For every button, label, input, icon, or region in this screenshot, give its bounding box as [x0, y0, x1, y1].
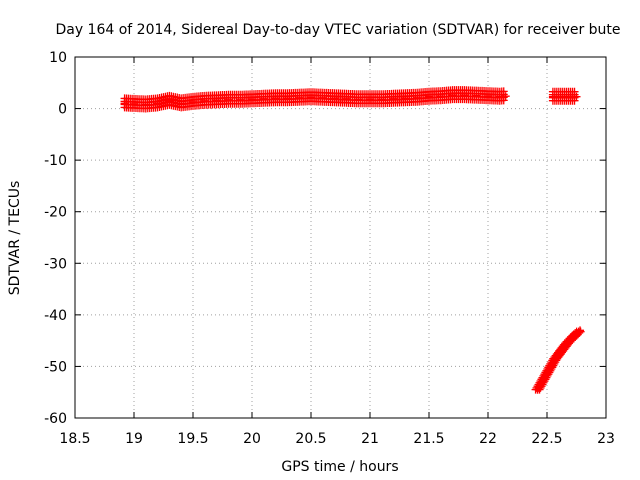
data-point — [551, 354, 560, 363]
y-tick-label: 10 — [49, 50, 67, 66]
y-tick-label: 0 — [58, 102, 67, 118]
data-point — [401, 94, 410, 103]
data-point — [141, 100, 150, 109]
data-point — [413, 93, 422, 102]
data-point — [484, 92, 492, 101]
data-point — [533, 385, 542, 394]
data-point — [177, 99, 186, 108]
grid-lines — [75, 57, 606, 418]
trace-marker — [570, 96, 579, 105]
data-point — [189, 97, 197, 106]
x-tick-label: 22 — [479, 431, 497, 447]
x-tick-label: 23 — [597, 431, 615, 447]
data-point — [354, 95, 363, 104]
x-tick-label: 18.5 — [59, 431, 90, 447]
data-point — [539, 375, 548, 384]
x-tick-label: 19.5 — [177, 431, 208, 447]
data-point — [283, 94, 292, 103]
x-tick-label: 22.5 — [531, 431, 562, 447]
data-point — [307, 93, 315, 102]
data-point — [212, 96, 221, 105]
data-point — [472, 91, 481, 100]
x-axis-label: GPS time / hours — [281, 459, 398, 475]
axis-ticks: 18.5 19 19.5 20 20.5 21 21.5 22 22.5 23 10 0 -10 -20 -… — [44, 50, 615, 447]
y-tick-label: -40 — [44, 308, 67, 324]
data-point — [271, 94, 280, 103]
data-point — [389, 94, 398, 103]
data-point — [130, 99, 138, 108]
data-points — [120, 86, 585, 394]
data-point — [330, 94, 339, 103]
data-point — [236, 95, 245, 104]
data-point — [501, 92, 510, 101]
y-tick-label: -50 — [44, 359, 67, 375]
data-point — [572, 92, 581, 101]
data-point — [557, 346, 566, 355]
data-point — [120, 99, 129, 108]
x-tick-label: 20 — [243, 431, 261, 447]
data-point — [576, 326, 585, 335]
data-point — [248, 95, 256, 104]
x-tick-label: 21 — [361, 431, 379, 447]
data-point — [568, 333, 577, 342]
plot-frame — [74, 56, 607, 419]
y-axis-label: SDTVAR / TECUs — [7, 181, 23, 296]
x-tick-label: 21.5 — [413, 431, 444, 447]
x-tick-label: 20.5 — [295, 431, 326, 447]
data-point — [295, 93, 304, 102]
data-point — [448, 91, 457, 100]
data-point — [259, 94, 268, 103]
data-point — [342, 94, 351, 103]
data-point — [436, 92, 445, 101]
data-point — [318, 93, 327, 102]
y-tick-label: -60 — [44, 411, 67, 427]
data-point — [460, 91, 469, 100]
data-point — [224, 95, 233, 104]
data-point — [377, 95, 386, 104]
data-point — [200, 96, 209, 105]
data-point — [153, 99, 162, 108]
data-point — [366, 95, 374, 104]
data-point — [545, 365, 554, 374]
data-point — [563, 339, 572, 348]
y-tick-label: -10 — [44, 153, 67, 169]
x-tick-label: 19 — [125, 431, 143, 447]
data-point — [165, 96, 174, 105]
y-tick-label: -20 — [44, 205, 67, 221]
chart-title: Day 164 of 2014, Sidereal Day-to-day VTE… — [55, 22, 620, 38]
data-point — [425, 92, 433, 101]
trace-marker — [499, 96, 508, 105]
y-tick-label: -30 — [44, 256, 67, 272]
